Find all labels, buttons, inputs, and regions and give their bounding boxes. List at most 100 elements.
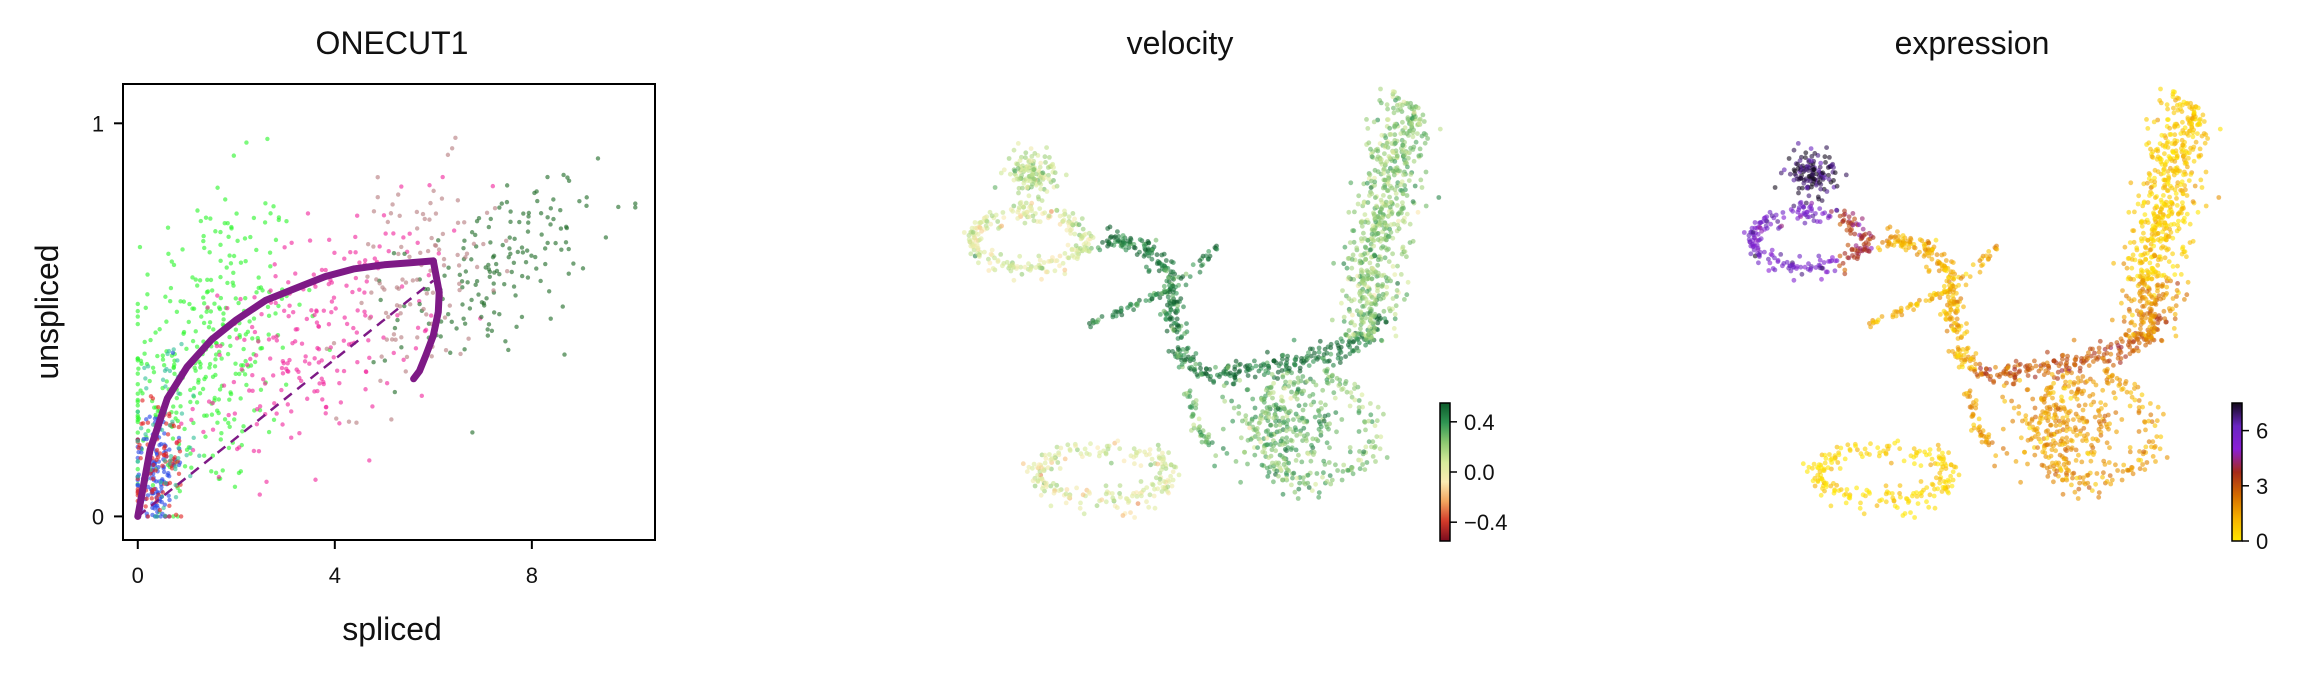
chart-title: expression bbox=[1895, 25, 2050, 61]
velocity-point bbox=[1176, 472, 1182, 478]
phase-point bbox=[551, 197, 556, 202]
velocity-point bbox=[1316, 490, 1322, 495]
phase-point bbox=[546, 289, 552, 294]
expression-point bbox=[1897, 483, 1903, 488]
velocity-point bbox=[1395, 107, 1401, 113]
velocity-point bbox=[1316, 419, 1322, 424]
phase-point bbox=[274, 338, 280, 343]
velocity-point bbox=[1349, 265, 1355, 271]
expression-point bbox=[2123, 332, 2129, 337]
velocity-point bbox=[1132, 461, 1137, 467]
velocity-point bbox=[1115, 229, 1120, 235]
expression-point bbox=[2174, 153, 2180, 159]
expression-point bbox=[1950, 293, 1956, 299]
velocity-point bbox=[1278, 438, 1284, 444]
expression-point bbox=[2089, 442, 2094, 448]
phase-point bbox=[386, 248, 391, 254]
phase-point bbox=[200, 386, 206, 392]
expression-point bbox=[1947, 304, 1953, 309]
velocity-point bbox=[1271, 415, 1277, 421]
velocity-point bbox=[966, 233, 972, 238]
velocity-point bbox=[1063, 491, 1069, 497]
velocity-point bbox=[1369, 312, 1374, 318]
velocity-point bbox=[1299, 415, 1305, 421]
expression-point bbox=[2051, 415, 2057, 421]
phase-point bbox=[419, 393, 424, 399]
phase-point bbox=[144, 436, 149, 442]
velocity-point bbox=[1375, 282, 1381, 288]
velocity-point bbox=[1016, 205, 1022, 211]
velocity-point bbox=[1371, 252, 1377, 258]
velocity-point bbox=[1358, 326, 1363, 332]
velocity-point bbox=[1221, 370, 1226, 376]
velocity-point bbox=[1327, 421, 1332, 427]
expression-point bbox=[1837, 213, 1843, 219]
velocity-point bbox=[1300, 407, 1306, 413]
expression-point bbox=[1746, 237, 1752, 243]
expression-point bbox=[1962, 357, 1968, 363]
phase-point bbox=[174, 395, 180, 401]
velocity-point bbox=[1191, 422, 1197, 428]
phase-point bbox=[160, 377, 166, 382]
expression-point bbox=[1756, 260, 1761, 266]
phase-point bbox=[538, 211, 544, 216]
phase-point bbox=[162, 444, 167, 449]
expression-point bbox=[1758, 236, 1764, 242]
velocity-point bbox=[1404, 292, 1410, 298]
velocity-point bbox=[1027, 178, 1033, 184]
velocity-point bbox=[1237, 377, 1243, 383]
phase-point bbox=[236, 445, 242, 450]
velocity-point bbox=[1363, 315, 1369, 321]
phase-point bbox=[142, 365, 147, 371]
phase-point bbox=[148, 337, 153, 343]
phase-point bbox=[492, 270, 497, 275]
expression-point bbox=[2142, 295, 2147, 300]
phase-point bbox=[283, 382, 289, 387]
phase-point bbox=[454, 326, 459, 331]
velocity-point bbox=[1253, 414, 1258, 420]
expression-point bbox=[2127, 240, 2133, 246]
velocity-point bbox=[1157, 455, 1162, 461]
expression-panel: expression 630 bbox=[1741, 25, 2268, 554]
phase-point bbox=[294, 367, 299, 372]
expression-point bbox=[2055, 369, 2061, 375]
velocity-point bbox=[966, 237, 972, 243]
expression-point bbox=[2101, 458, 2107, 464]
phase-point bbox=[209, 469, 214, 474]
velocity-point bbox=[1124, 496, 1130, 502]
phase-point bbox=[389, 337, 395, 342]
expression-point bbox=[2000, 426, 2006, 432]
expression-point bbox=[1924, 264, 1929, 270]
phase-point bbox=[304, 316, 310, 322]
expression-point bbox=[2068, 395, 2074, 401]
expression-point bbox=[2126, 209, 2132, 215]
expression-point bbox=[1950, 289, 1956, 295]
phase-point bbox=[351, 325, 356, 331]
velocity-point bbox=[1271, 358, 1277, 364]
phase-point bbox=[201, 320, 207, 326]
velocity-point bbox=[1189, 364, 1195, 370]
phase-point bbox=[273, 300, 278, 306]
phase-point bbox=[396, 251, 401, 257]
expression-point bbox=[2138, 326, 2143, 332]
expression-point bbox=[1805, 209, 1810, 215]
velocity-point bbox=[998, 252, 1004, 257]
velocity-point bbox=[1237, 361, 1243, 367]
phase-point bbox=[433, 211, 439, 216]
velocity-point bbox=[1346, 209, 1352, 215]
expression-point bbox=[2198, 177, 2204, 183]
expression-point bbox=[2163, 143, 2168, 149]
expression-point bbox=[1804, 185, 1810, 191]
velocity-point bbox=[1134, 494, 1140, 499]
phase-point bbox=[207, 361, 213, 367]
velocity-point bbox=[1245, 387, 1251, 392]
phase-point bbox=[226, 412, 231, 418]
phase-point bbox=[584, 195, 589, 200]
phase-point bbox=[166, 473, 172, 479]
phase-point bbox=[158, 441, 164, 447]
velocity-point bbox=[1360, 319, 1365, 325]
phase-point bbox=[548, 316, 553, 321]
velocity-point bbox=[1291, 417, 1296, 422]
velocity-point bbox=[1400, 244, 1406, 250]
phase-point bbox=[148, 394, 154, 399]
